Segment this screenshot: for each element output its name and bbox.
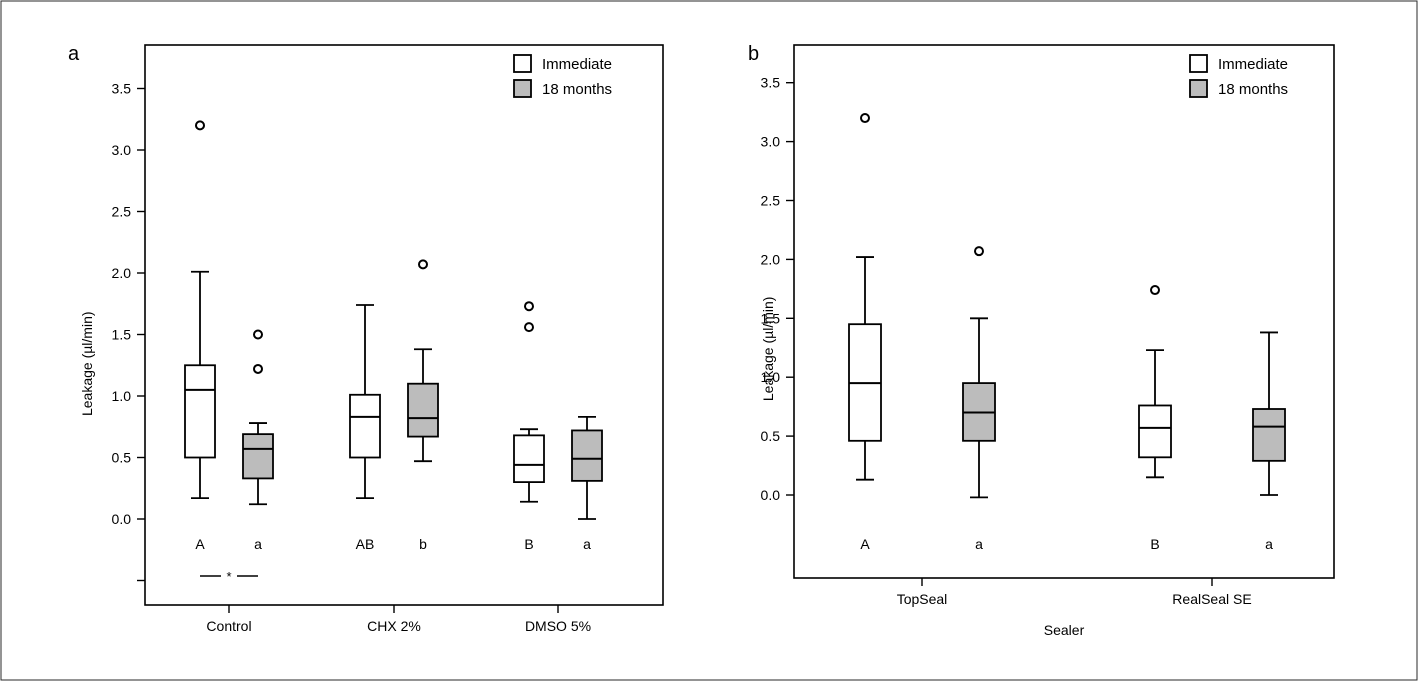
panels: a 0.0 0.5 1.0 1.5 2.0 2.5 3.0 3.5 Leakage (µl/min… xyxy=(68,43,1335,638)
outlier-point xyxy=(253,363,263,374)
outlier-point xyxy=(253,329,263,340)
y-tick-label: 3.0 xyxy=(112,142,132,158)
box-body xyxy=(349,393,381,459)
x-tick-label: CHX 2% xyxy=(367,618,421,634)
y-tick-label: 1.5 xyxy=(112,327,132,343)
group-letter: a xyxy=(583,536,591,552)
box-chx-2--immediate: AB xyxy=(349,304,381,552)
y-tick-label: 3.5 xyxy=(761,75,781,91)
legend-swatch xyxy=(513,54,532,73)
panel-label: a xyxy=(68,43,80,65)
group-letter: a xyxy=(975,536,983,552)
box-dmso-5--immediate: B xyxy=(513,301,545,552)
box-dmso-5--18-months: a xyxy=(571,416,603,552)
x-tick-label: Control xyxy=(206,618,251,634)
y-tick-label: 2.5 xyxy=(761,193,781,209)
box-chx-2--18-months: b xyxy=(407,259,439,552)
legend-swatch xyxy=(513,79,532,98)
group-letter: AB xyxy=(356,536,375,552)
outlier-point xyxy=(974,246,984,257)
outlier-point xyxy=(418,259,428,270)
y-tick-label: 1.0 xyxy=(112,388,132,404)
box-realseal-se-18-months: a xyxy=(1252,331,1286,552)
box-body xyxy=(1252,408,1286,462)
y-tick-label: 0.0 xyxy=(761,487,781,503)
outlier-point xyxy=(524,322,534,333)
legend-label: Immediate xyxy=(1218,56,1288,73)
x-axis-label: Sealer xyxy=(1044,622,1085,638)
y-tick-label: 0.5 xyxy=(112,450,132,466)
legend: Immediate 18 months xyxy=(513,54,612,98)
outlier-point xyxy=(1150,285,1160,296)
outlier-point xyxy=(860,113,870,124)
group-letter: a xyxy=(254,536,262,552)
x-tick-label: DMSO 5% xyxy=(525,618,591,634)
y-tick-label: 2.0 xyxy=(112,265,132,281)
panel-label: b xyxy=(748,43,759,65)
plot-frame xyxy=(793,44,1335,579)
box-body xyxy=(571,429,603,482)
group-letter: B xyxy=(524,536,533,552)
legend: Immediate 18 months xyxy=(1189,54,1288,98)
box-body xyxy=(513,434,545,483)
y-tick-label: 0.5 xyxy=(761,428,781,444)
y-tick-label: 1.5 xyxy=(761,310,781,326)
legend-swatch xyxy=(1189,54,1208,73)
group-letter: a xyxy=(1265,536,1273,552)
box-topseal-18-months: a xyxy=(962,246,996,552)
y-axis-label: Leakage (µl/min) xyxy=(760,297,776,402)
significance-marker: * xyxy=(226,569,231,584)
legend-label: 18 months xyxy=(1218,81,1288,98)
box-topseal-immediate: A xyxy=(848,113,882,552)
y-tick-label: 0.0 xyxy=(112,511,132,527)
box-control-immediate: A xyxy=(184,120,216,552)
box-body xyxy=(1138,404,1172,459)
box-body xyxy=(242,433,274,480)
y-tick-label: 1.0 xyxy=(761,369,781,385)
y-tick-label: 3.5 xyxy=(112,81,132,97)
plot-frame xyxy=(144,44,664,606)
y-tick-label: 2.5 xyxy=(112,204,132,220)
group-letter: B xyxy=(1150,536,1159,552)
x-tick-label: TopSeal xyxy=(897,591,948,607)
x-tick-label: RealSeal SE xyxy=(1172,591,1251,607)
y-tick-label: 3.0 xyxy=(761,134,781,150)
y-axis-label: Leakage (µl/min) xyxy=(79,311,95,416)
panel-b: b 0.0 0.5 1.0 1.5 2.0 2.5 3.0 3.5 Leakage (µl/min… xyxy=(748,43,1335,638)
legend-swatch xyxy=(1189,79,1208,98)
box-control-18-months: a xyxy=(242,329,274,552)
panel-a: a 0.0 0.5 1.0 1.5 2.0 2.5 3.0 3.5 Leakage (µl/min… xyxy=(68,43,664,634)
box-body xyxy=(407,382,439,438)
box-body xyxy=(184,364,216,459)
box-realseal-se-immediate: B xyxy=(1138,285,1172,552)
legend-label: Immediate xyxy=(542,56,612,73)
legend-label: 18 months xyxy=(542,81,612,98)
outlier-point xyxy=(195,120,205,131)
y-tick-label: 2.0 xyxy=(761,251,781,267)
group-letter: A xyxy=(860,536,870,552)
group-letter: A xyxy=(195,536,205,552)
outlier-point xyxy=(524,301,534,312)
group-letter: b xyxy=(419,536,427,552)
